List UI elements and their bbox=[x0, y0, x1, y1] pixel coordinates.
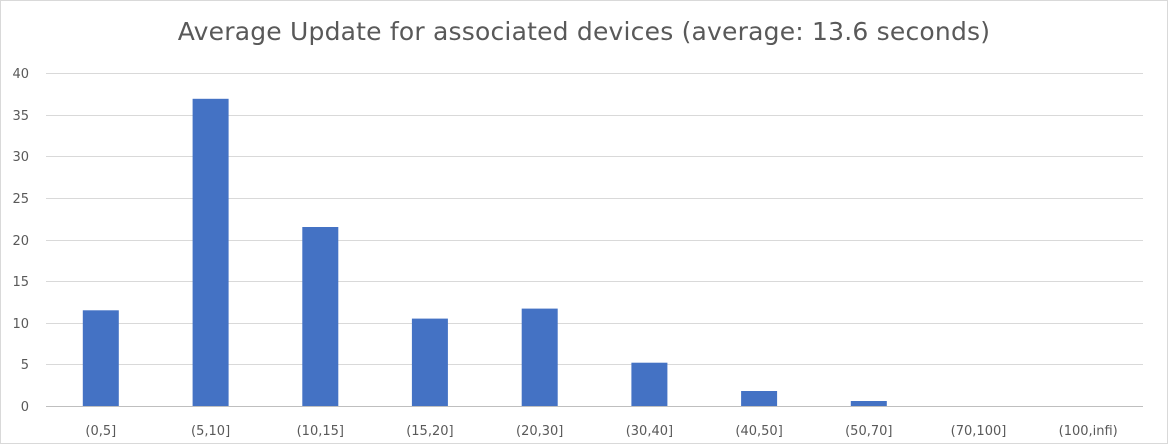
bar bbox=[82, 310, 119, 406]
bar bbox=[302, 227, 339, 406]
x-tick-label: (100,infi) bbox=[1059, 424, 1118, 439]
y-tick-label: 20 bbox=[12, 234, 29, 249]
y-tick-label: 35 bbox=[12, 109, 29, 124]
chart-title: Average Update for associated devices (a… bbox=[177, 17, 991, 46]
x-tick-label: (30,40] bbox=[626, 424, 673, 439]
x-tick-label: (50,70] bbox=[845, 424, 892, 439]
x-tick-label: (10,15] bbox=[297, 424, 344, 439]
y-tick-label: 0 bbox=[21, 400, 29, 415]
x-tick-label: (0,5] bbox=[85, 424, 116, 439]
y-axis-ticks: 0 5 10 15 20 25 30 35 40 bbox=[12, 67, 29, 415]
y-tick-label: 10 bbox=[12, 317, 29, 332]
bar bbox=[741, 391, 778, 406]
bar bbox=[850, 401, 887, 406]
bar bbox=[411, 318, 448, 406]
x-tick-label: (20,30] bbox=[516, 424, 563, 439]
y-tick-label: 5 bbox=[21, 358, 29, 373]
y-tick-label: 25 bbox=[12, 192, 29, 207]
x-tick-label: (15,20] bbox=[406, 424, 453, 439]
y-tick-label: 15 bbox=[12, 275, 29, 290]
y-tick-label: 40 bbox=[12, 67, 29, 82]
gridlines bbox=[46, 73, 1143, 407]
bars bbox=[82, 98, 887, 407]
bar bbox=[521, 308, 558, 406]
x-tick-label: (5,10] bbox=[191, 424, 230, 439]
x-tick-label: (40,50] bbox=[735, 424, 782, 439]
bar bbox=[631, 362, 668, 406]
bar bbox=[192, 98, 229, 407]
x-axis-ticks: (0,5] (5,10] (10,15] (15,20] (20,30] (30,40] (… bbox=[85, 424, 1117, 439]
y-tick-label: 30 bbox=[12, 150, 29, 165]
x-tick-label: (70,100] bbox=[951, 424, 1007, 439]
